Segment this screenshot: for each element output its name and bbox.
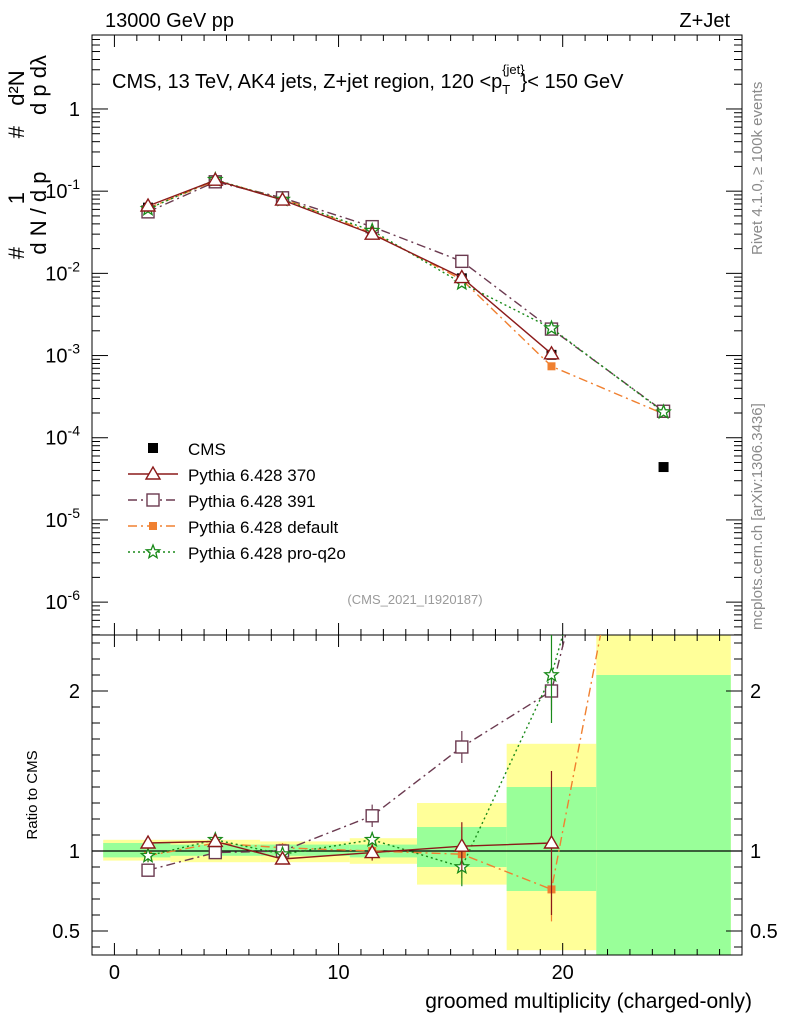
legend-label-3: Pythia 6.428 pro-q2o	[188, 544, 346, 563]
y-tick-label-main-6: 1	[69, 99, 80, 121]
legend-label-0: Pythia 6.428 370	[188, 466, 316, 485]
series-marker-main-0-4	[453, 269, 471, 284]
series-marker-main-1-4	[455, 254, 469, 269]
title-end: }< 150 GeV	[521, 71, 625, 93]
ratio-frame	[91, 634, 743, 956]
series-marker-main-3-5	[543, 319, 560, 336]
legend: CMS Pythia 6.428 370 Pythia 6.428 391 Pythi…	[128, 440, 346, 563]
y-tick-label-main-1: 10-5	[45, 505, 80, 532]
cms-point-6	[658, 462, 669, 473]
series-marker-ratio-3-3	[363, 830, 381, 847]
title-main: CMS, 13 TeV, AK4 jets, Z+jet region, 120…	[112, 71, 502, 93]
y-tick-label-ratio-right-1: 1	[750, 841, 761, 863]
y-tick-label-main-2: 10-4	[45, 423, 80, 450]
series-marker-main-0-0	[139, 197, 157, 212]
y-tick-label-ratio-right-0: 0.5	[750, 921, 778, 943]
y-tick-label-ratio-left-1: 1	[69, 841, 80, 863]
y-tick-label-main-3: 10-3	[45, 341, 80, 368]
series-marker-main-0-5	[543, 345, 560, 360]
series-marker-ratio-3-0	[139, 846, 157, 863]
title-sup: {jet}	[502, 62, 525, 77]
series-line-ratio-0	[147, 840, 552, 860]
series-marker-ratio-0-2	[274, 850, 291, 865]
y-axis-label-ratio: Ratio to CMS	[24, 750, 41, 839]
series-marker-ratio-0-5	[543, 834, 560, 849]
rivet-version-text: Rivet 4.1.0, ≥ 100k events	[749, 82, 766, 255]
plot-title: CMS, 13 TeV, AK4 jets, Z+jet region, 120…	[112, 62, 624, 97]
x-tick-label-2: 20	[552, 962, 574, 984]
y-axis-label-main: # 1 d N / d p # d²N d p dλ	[4, 55, 51, 259]
mcplots-text: mcplots.cern.ch [arXiv:1306.3436]	[749, 403, 766, 630]
legend-marker-3	[144, 543, 162, 560]
ratio-bands	[103, 635, 731, 955]
series-line-main-3	[147, 178, 665, 413]
legend-marker-1	[146, 493, 160, 507]
series-ratio-0	[139, 771, 560, 915]
series-marker-ratio-3-5	[543, 666, 560, 683]
series-marker-ratio-0-3	[363, 844, 381, 859]
ratio-band-inner-0	[103, 843, 171, 858]
legend-marker-2	[149, 522, 157, 530]
legend-label-1: Pythia 6.428 391	[188, 492, 316, 511]
series-0	[139, 171, 560, 915]
header-right: Z+Jet	[679, 10, 730, 32]
x-tick-label-1: 10	[327, 962, 349, 984]
series-marker-main-3-6	[655, 403, 672, 420]
series-line-main-0	[147, 179, 552, 355]
series-layer	[139, 170, 672, 922]
series-marker-ratio-1-0	[141, 863, 155, 877]
series-marker-ratio-0-1	[207, 833, 224, 848]
ratio-band-inner-6	[596, 675, 731, 955]
legend-label-cms: CMS	[188, 440, 226, 459]
legend-label-2: Pythia 6.428 default	[188, 518, 339, 537]
series-marker-ratio-1-1	[208, 845, 222, 860]
series-marker-ratio-0-4	[453, 837, 471, 852]
y-tick-label-main-5: 10-1	[45, 176, 80, 203]
y-tick-label-ratio-right-2: 2	[750, 681, 761, 703]
x-tick-label-0: 0	[109, 962, 120, 984]
series-marker-ratio-1-4	[455, 740, 469, 754]
series-marker-main-0-1	[207, 171, 224, 186]
series-line-main-1	[147, 181, 665, 412]
axes: 0 10 20 10-6 10-5 10-4 10-3 10-2 10-1 1 0.5 0.5 1 1 2 2	[45, 35, 778, 984]
y-tick-label-main-0: 10-6	[45, 587, 80, 614]
header-left: 13000 GeV pp	[105, 10, 234, 32]
analysis-watermark: (CMS_2021_I1920187)	[347, 592, 482, 607]
legend-marker-0	[144, 465, 162, 480]
y-tick-label-main-4: 10-2	[45, 258, 80, 285]
series-marker-ratio-0-0	[139, 834, 157, 849]
x-axis-label: groomed multiplicity (charged-only)	[425, 990, 752, 1013]
y-tick-label-ratio-left-2: 2	[69, 681, 80, 703]
series-marker-main-2-5	[547, 362, 556, 371]
title-sub: T	[502, 82, 510, 97]
legend-marker-cms	[148, 443, 158, 453]
series-marker-ratio-1-3	[365, 809, 379, 823]
series-line-main-2	[147, 179, 664, 415]
y-tick-label-ratio-left-0: 0.5	[52, 921, 80, 943]
y-label-fraction: # 1 d N / d p # d²N d p dλ	[4, 55, 51, 259]
series-marker-main-0-3	[363, 225, 381, 240]
series-marker-main-0-2	[274, 191, 291, 206]
